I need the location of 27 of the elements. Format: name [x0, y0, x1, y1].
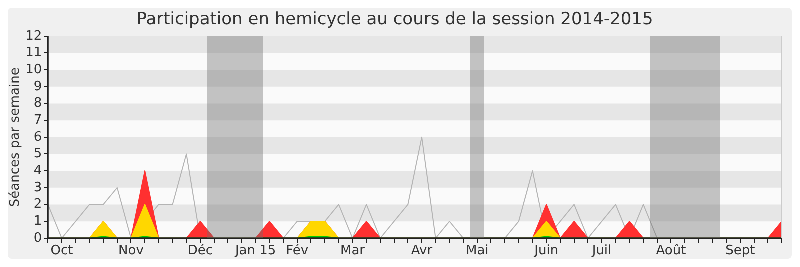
y-tick-label: 0 [34, 230, 42, 246]
y-tick-label: 3 [34, 180, 42, 196]
y-tick-label: 9 [34, 79, 42, 94]
y-axis-title: Séances par semaine [8, 68, 24, 208]
y-tick-label: 12 [26, 28, 42, 44]
y-tick-label: 5 [34, 146, 42, 162]
x-tick-label: Oct [50, 244, 74, 259]
x-tick-label: Déc [188, 244, 214, 259]
y-tick-label: 11 [26, 46, 42, 61]
y-tick-label: 8 [34, 96, 42, 112]
y-tick-label: 6 [34, 130, 42, 145]
x-tick-label: Jan 15 [234, 244, 276, 259]
x-tick-label: Juin [534, 244, 559, 259]
x-tick-label: Mai [466, 244, 489, 259]
y-tick-label: 2 [34, 197, 42, 212]
x-tick-label: Juil [591, 244, 612, 259]
chart-title: Participation en hemicycle au cours de la session 2014-2015 [136, 10, 654, 30]
x-tick-label: Avr [411, 244, 434, 259]
y-tick-label: 10 [26, 62, 42, 78]
x-tick-label: Fév [286, 244, 309, 259]
x-tick-label: Nov [118, 244, 144, 259]
y-tick-label: 1 [34, 214, 42, 229]
y-tick-label: 7 [34, 112, 42, 128]
x-tick-label: Août [656, 244, 686, 259]
x-tick-label: Sept [726, 244, 756, 259]
x-tick-label: Mar [340, 244, 366, 259]
y-tick-label: 4 [34, 163, 42, 178]
